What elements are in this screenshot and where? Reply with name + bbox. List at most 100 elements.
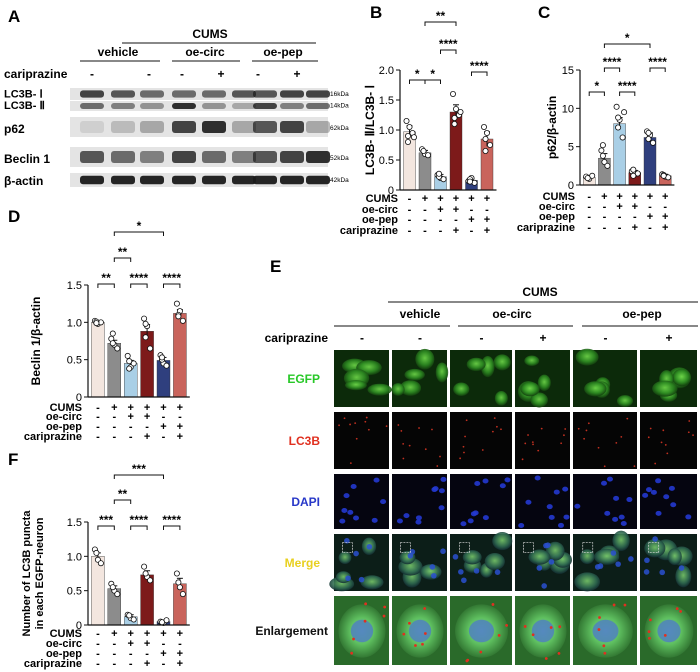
data-point (615, 124, 622, 131)
condition-sign: - (112, 658, 116, 670)
significance-bracket (440, 49, 457, 54)
data-point (93, 320, 100, 327)
y-tick-label: 0 (76, 392, 82, 404)
blot-band (80, 103, 104, 109)
blot-strip (70, 101, 328, 111)
panel-label-a: A (8, 7, 20, 26)
data-point (630, 172, 637, 179)
condition-sign: + (111, 628, 117, 640)
cell-body (484, 552, 505, 571)
lc3b-punctum (602, 644, 606, 648)
blot-band (232, 90, 256, 98)
lc3b-punctum (424, 448, 427, 451)
blot-band (253, 151, 277, 163)
cell-body (399, 380, 422, 396)
cell-body (338, 551, 352, 565)
lc3b-punctum (521, 458, 524, 461)
nucleus (438, 488, 445, 494)
data-point (410, 134, 417, 141)
nucleus (536, 565, 543, 571)
lc3b-punctum (688, 420, 691, 422)
condition-sign: - (408, 214, 412, 226)
condition-row-label: oe-circ (539, 201, 575, 213)
blot-band (232, 103, 256, 109)
data-point (480, 124, 487, 131)
micro-row-label: LC3B (289, 434, 321, 448)
blot-band (232, 175, 256, 185)
nucleus (548, 559, 555, 565)
nucleus (615, 561, 621, 567)
nucleus (643, 569, 650, 575)
data-point (424, 152, 431, 159)
condition-sign: + (177, 628, 183, 640)
data-point (598, 147, 605, 154)
cell-body (537, 374, 551, 391)
data-point (486, 141, 493, 148)
condition-sign: + (647, 211, 653, 223)
blot-group-oe-pep: oe-pep (263, 45, 302, 59)
enlargement-box (459, 542, 470, 554)
condition-sign: - (603, 211, 607, 223)
lc3b-punctum (414, 644, 417, 647)
condition-sign: - (439, 214, 443, 226)
lc3b-punctum (364, 420, 367, 423)
blot-treatment-sign: + (293, 67, 300, 81)
lc3b-punctum (603, 651, 607, 655)
data-point (97, 560, 104, 567)
nucleus (341, 507, 348, 513)
bar (613, 123, 626, 186)
blot-band (111, 103, 135, 109)
condition-sign: + (484, 214, 490, 226)
lc3b-punctum (612, 603, 616, 607)
lc3b-punctum (597, 446, 600, 449)
cell-body (575, 348, 599, 366)
condition-sign: - (648, 222, 652, 234)
bar (91, 556, 105, 626)
nucleus (644, 557, 650, 564)
blot-group-oe-circ: oe-circ (185, 45, 225, 59)
lc3b-punctum (663, 633, 667, 637)
condition-sign: + (127, 628, 133, 640)
condition-sign: - (587, 201, 591, 213)
enlargement-box (342, 542, 353, 554)
lc3b-punctum (465, 419, 468, 422)
nucleus (345, 575, 351, 582)
micro-group-oe-circ: oe-circ (492, 307, 532, 321)
micro-row-label: Merge (285, 556, 321, 570)
y-tick-label: 1.5 (67, 280, 82, 292)
nucleus (499, 483, 506, 489)
lc3b-punctum (349, 423, 351, 426)
significance-label: **** (603, 55, 622, 69)
y-tick-label: 5 (568, 142, 574, 154)
data-point (435, 170, 442, 177)
nucleus (380, 499, 387, 505)
condition-sign: + (468, 193, 474, 205)
condition-sign: - (587, 211, 591, 223)
blot-band (172, 90, 196, 98)
condition-sign: - (145, 421, 149, 433)
significance-bracket (163, 525, 181, 530)
lc3b-punctum (497, 633, 501, 637)
data-point (142, 570, 149, 577)
micro-treatment-sign: - (418, 331, 422, 345)
lc3b-punctum (648, 636, 651, 640)
blot-band (202, 121, 226, 133)
blot-band (140, 151, 164, 163)
significance-label: **** (618, 79, 637, 93)
cell-body (644, 539, 666, 558)
condition-sign: - (423, 214, 427, 226)
bar (91, 322, 105, 398)
condition-sign: - (96, 628, 100, 640)
data-point (126, 358, 133, 365)
condition-sign: + (468, 214, 474, 226)
lc3b-punctum (587, 422, 590, 425)
enlarged-nucleus (657, 619, 681, 643)
nucleus (670, 502, 677, 508)
blot-band (280, 90, 304, 98)
cell-body (520, 381, 540, 397)
blot-band (140, 103, 164, 109)
micro-row-label: DAPI (291, 495, 320, 509)
microscopy-panel: CUMS vehicle oe-circ oe-pep cariprazine … (255, 285, 698, 665)
lc3b-punctum (633, 465, 636, 468)
